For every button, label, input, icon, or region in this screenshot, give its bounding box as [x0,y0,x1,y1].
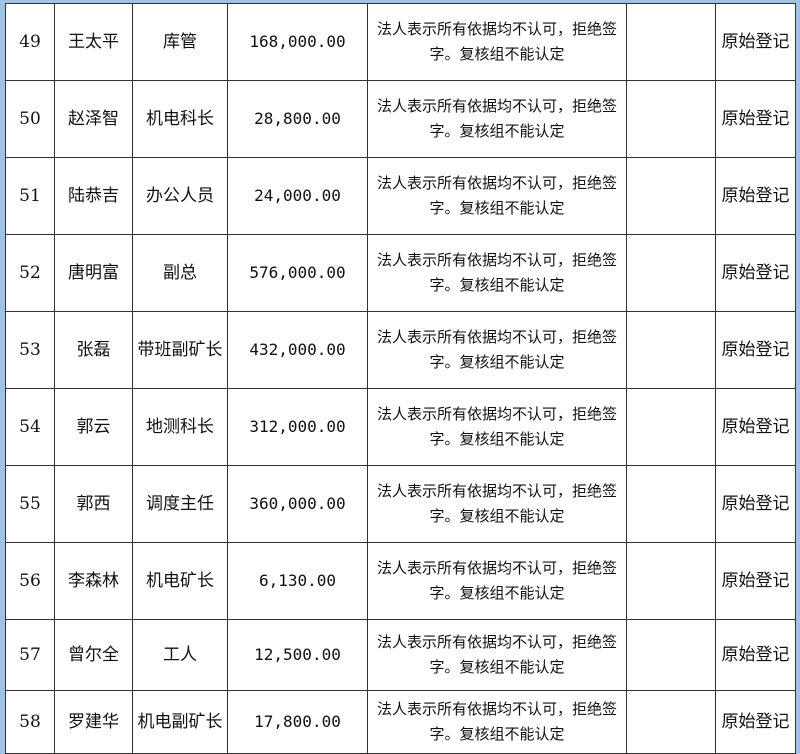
table-row: 55 郭西 调度主任 360,000.00 法人表示所有依据均不认可，拒绝签字。复核组不… [5,465,796,543]
remark-cell [626,388,716,466]
remark-cell [626,80,716,158]
remark-cell [626,619,716,691]
person-name: 赵泽智 [54,80,133,158]
table-row: 52 唐明富 副总 576,000.00 法人表示所有依据均不认可，拒绝签字。复核组不能… [5,234,796,312]
review-note: 法人表示所有依据均不认可，拒绝签字。复核组不能认定 [367,234,627,312]
job-position: 机电科长 [132,80,228,158]
job-position: 地测科长 [132,388,228,466]
amount: 12,500.00 [227,619,368,691]
amount: 576,000.00 [227,234,368,312]
record-status: 原始登记 [715,311,796,389]
remark-cell [626,465,716,543]
record-status: 原始登记 [715,542,796,620]
row-number: 58 [5,690,55,754]
record-status: 原始登记 [715,619,796,691]
record-status: 原始登记 [715,3,796,81]
person-name: 张磊 [54,311,133,389]
remark-cell [626,3,716,81]
person-name: 郭云 [54,388,133,466]
remark-cell [626,542,716,620]
person-name: 李森林 [54,542,133,620]
remark-cell [626,311,716,389]
row-number: 53 [5,311,55,389]
row-number: 56 [5,542,55,620]
table-row: 56 李森林 机电矿长 6,130.00 法人表示所有依据均不认可，拒绝签字。复核组不能… [5,542,796,620]
person-name: 郭西 [54,465,133,543]
amount: 28,800.00 [227,80,368,158]
person-name: 王太平 [54,3,133,81]
job-position: 带班副矿长 [132,311,228,389]
review-note: 法人表示所有依据均不认可，拒绝签字。复核组不能认定 [367,465,627,543]
table-row: 58 罗建华 机电副矿长 17,800.00 法人表示所有依据均不认可，拒绝签字。复核组… [5,690,796,754]
review-note: 法人表示所有依据均不认可，拒绝签字。复核组不能认定 [367,542,627,620]
amount: 6,130.00 [227,542,368,620]
record-status: 原始登记 [715,234,796,312]
review-note: 法人表示所有依据均不认可，拒绝签字。复核组不能认定 [367,388,627,466]
review-note: 法人表示所有依据均不认可，拒绝签字。复核组不能认定 [367,3,627,81]
review-note: 法人表示所有依据均不认可，拒绝签字。复核组不能认定 [367,619,627,691]
job-position: 库管 [132,3,228,81]
amount: 432,000.00 [227,311,368,389]
table-row: 51 陆恭吉 办公人员 24,000.00 法人表示所有依据均不认可，拒绝签字。复核组不… [5,157,796,235]
person-name: 曾尔全 [54,619,133,691]
job-position: 办公人员 [132,157,228,235]
job-position: 机电副矿长 [132,690,228,754]
job-position: 副总 [132,234,228,312]
table-row: 50 赵泽智 机电科长 28,800.00 法人表示所有依据均不认可，拒绝签字。复核组不… [5,80,796,158]
job-position: 工人 [132,619,228,691]
records-table: 49 王太平 库管 168,000.00 法人表示所有依据均不认可，拒绝签字。复核组不能… [5,3,796,754]
amount: 168,000.00 [227,3,368,81]
review-note: 法人表示所有依据均不认可，拒绝签字。复核组不能认定 [367,80,627,158]
row-number: 52 [5,234,55,312]
review-note: 法人表示所有依据均不认可，拒绝签字。复核组不能认定 [367,157,627,235]
table-row: 53 张磊 带班副矿长 432,000.00 法人表示所有依据均不认可，拒绝签字。复核组… [5,311,796,389]
table-row: 54 郭云 地测科长 312,000.00 法人表示所有依据均不认可，拒绝签字。复核组不… [5,388,796,466]
job-position: 调度主任 [132,465,228,543]
record-status: 原始登记 [715,388,796,466]
table-row: 57 曾尔全 工人 12,500.00 法人表示所有依据均不认可，拒绝签字。复核组不能认… [5,619,796,691]
amount: 312,000.00 [227,388,368,466]
record-status: 原始登记 [715,157,796,235]
person-name: 罗建华 [54,690,133,754]
row-number: 57 [5,619,55,691]
amount: 17,800.00 [227,690,368,754]
row-number: 54 [5,388,55,466]
record-status: 原始登记 [715,80,796,158]
person-name: 陆恭吉 [54,157,133,235]
record-status: 原始登记 [715,690,796,754]
record-status: 原始登记 [715,465,796,543]
row-number: 50 [5,80,55,158]
review-note: 法人表示所有依据均不认可，拒绝签字。复核组不能认定 [367,311,627,389]
remark-cell [626,157,716,235]
remark-cell [626,234,716,312]
table-row: 49 王太平 库管 168,000.00 法人表示所有依据均不认可，拒绝签字。复核组不能… [5,3,796,81]
remark-cell [626,690,716,754]
amount: 24,000.00 [227,157,368,235]
amount: 360,000.00 [227,465,368,543]
row-number: 49 [5,3,55,81]
person-name: 唐明富 [54,234,133,312]
row-number: 55 [5,465,55,543]
row-number: 51 [5,157,55,235]
job-position: 机电矿长 [132,542,228,620]
review-note: 法人表示所有依据均不认可，拒绝签字。复核组不能认定 [367,690,627,754]
